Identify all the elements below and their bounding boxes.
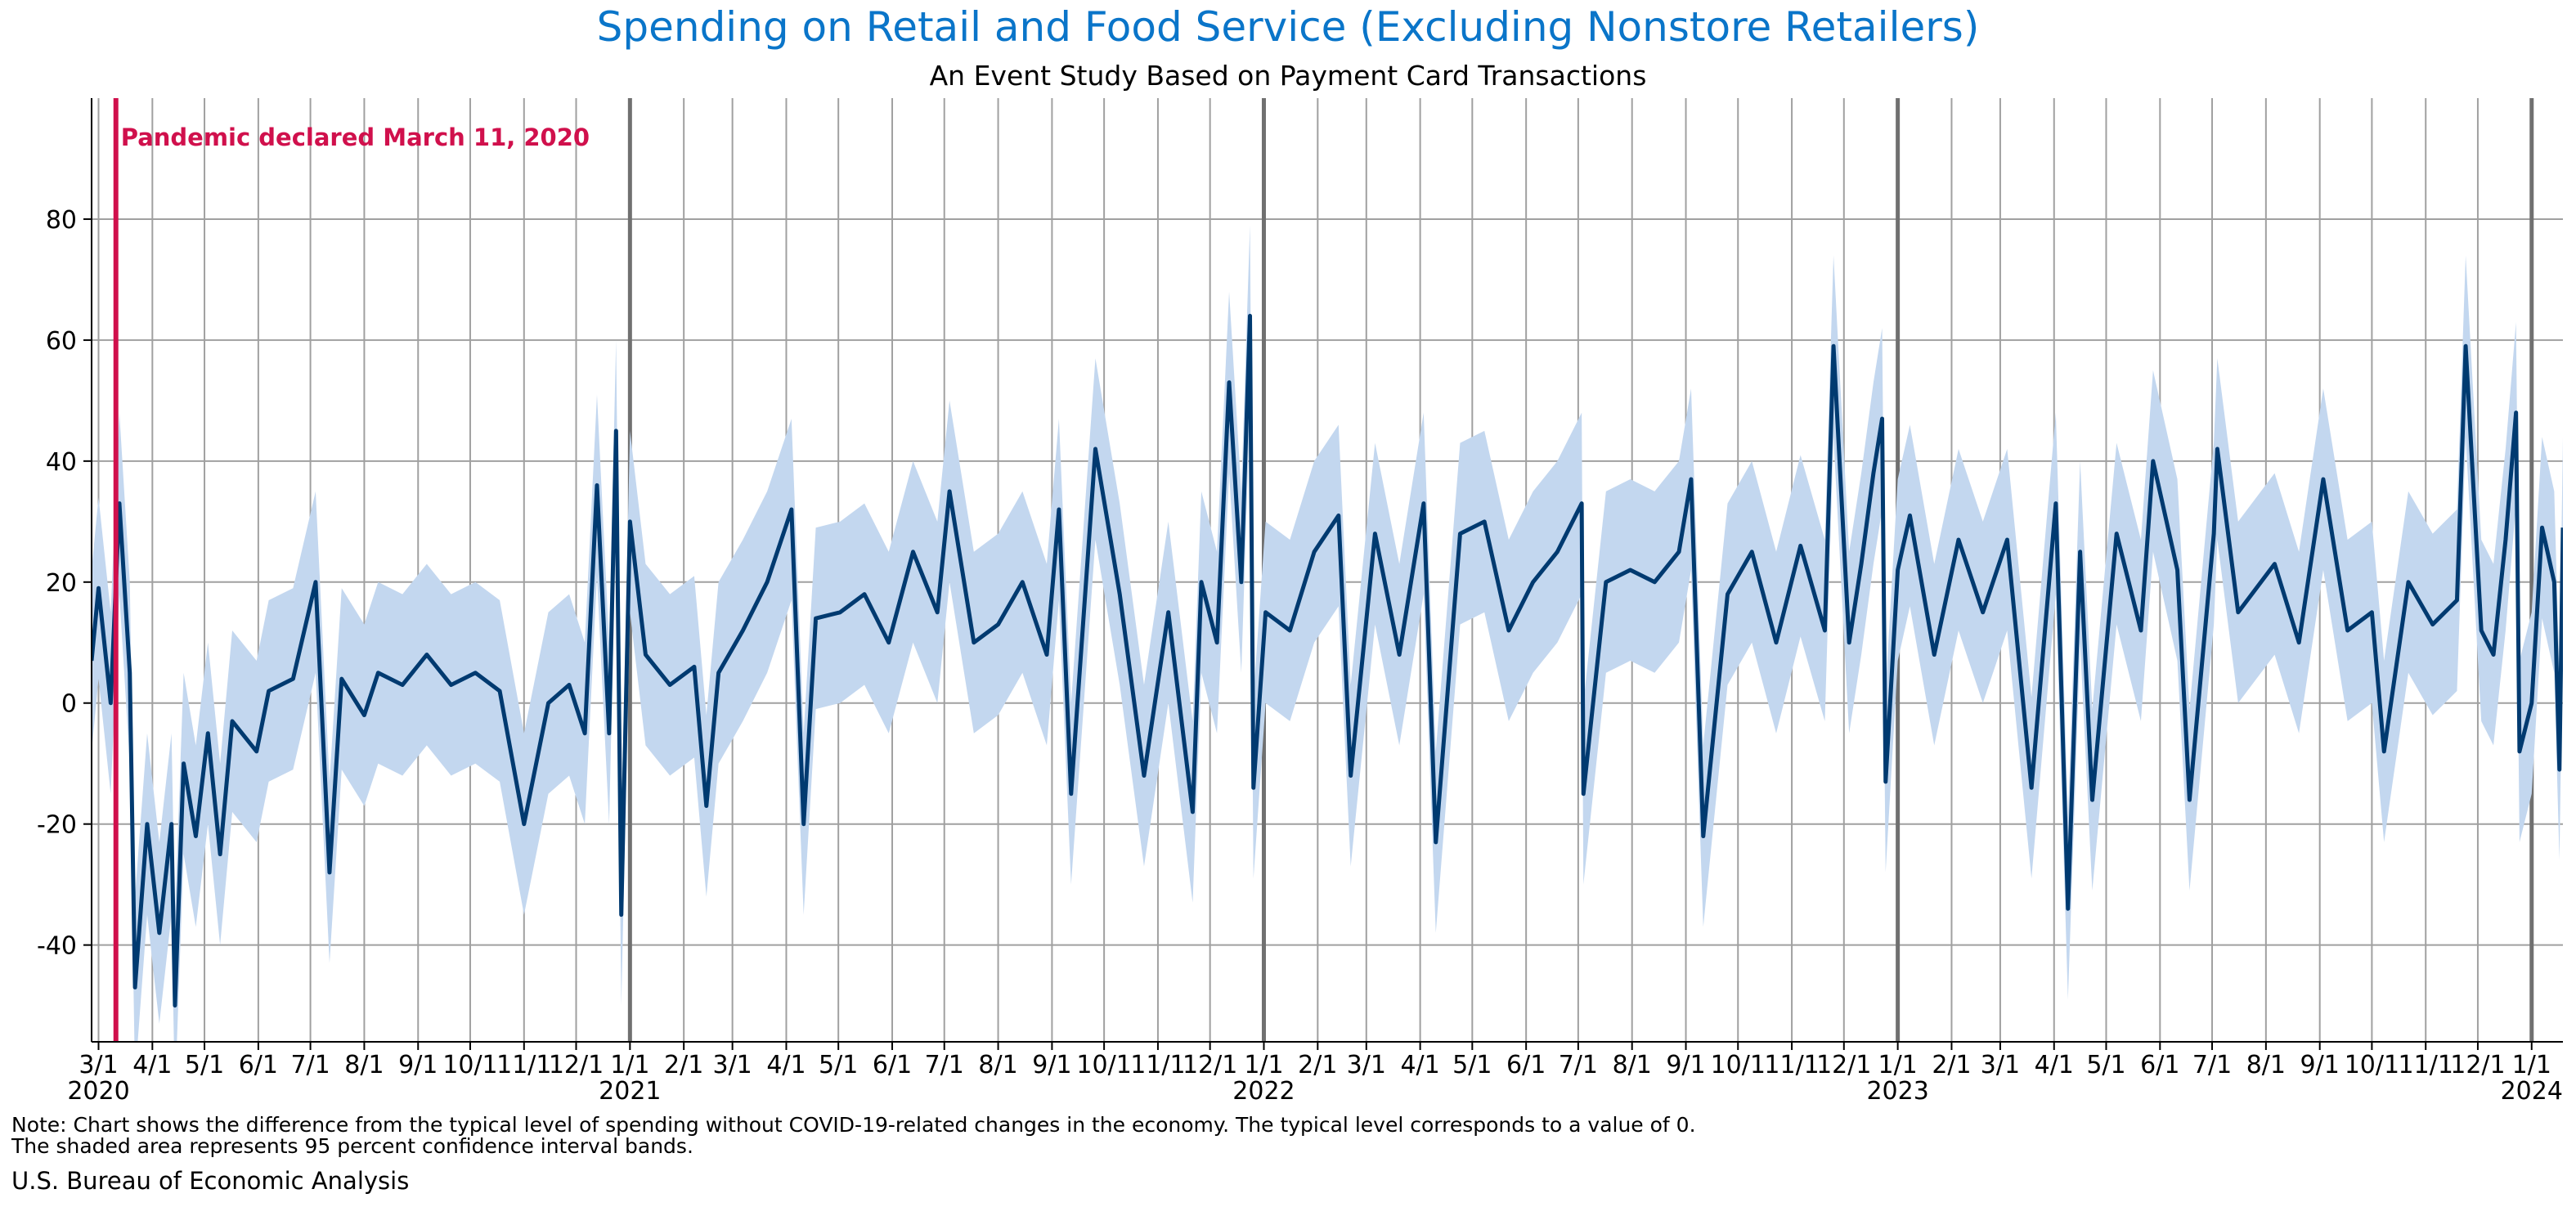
chart-subtitle: An Event Study Based on Payment Card Tra… <box>930 60 1647 92</box>
x-tick-label: 10/1 <box>442 1051 497 1079</box>
y-tick-label: 40 <box>46 448 77 477</box>
x-tick-label: 11/1 <box>1764 1051 1819 1079</box>
x-tick-label: 7/1 <box>1559 1051 1598 1079</box>
x-tick-label: 7/1 <box>2192 1051 2232 1079</box>
x-tick-label: 6/1 <box>2140 1051 2179 1079</box>
plot-area <box>92 225 2563 1042</box>
x-tick-label: 2/1 <box>1298 1051 1337 1079</box>
x-tick-label: 3/1 <box>1347 1051 1386 1079</box>
x-tick-label: 4/1 <box>1400 1051 1439 1079</box>
x-tick-label: 8/1 <box>1613 1051 1652 1079</box>
x-tick-label: 11/1 <box>496 1051 551 1079</box>
x-tick-label: 7/1 <box>290 1051 330 1079</box>
x-tick-label: 5/1 <box>819 1051 858 1079</box>
x-tick-label: 2/1 <box>1932 1051 1971 1079</box>
y-tick-label: 20 <box>46 569 77 598</box>
x-tick-label: 3/1 <box>712 1051 752 1079</box>
x-tick-label: 9/1 <box>398 1051 438 1079</box>
x-tick-label: 8/1 <box>2246 1051 2286 1079</box>
y-tick-label: -20 <box>37 811 77 840</box>
x-tick-label: 1/1 <box>1878 1051 1917 1079</box>
x-tick-label: 12/1 <box>1183 1051 1237 1079</box>
x-tick-label: 4/1 <box>766 1051 806 1079</box>
x-tick-label: 6/1 <box>873 1051 912 1079</box>
x-tick-label: 10/1 <box>2345 1051 2399 1079</box>
x-tick-label: 4/1 <box>132 1051 172 1079</box>
x-major-label: 2024 <box>2501 1077 2563 1106</box>
chart-title: Spending on Retail and Food Service (Exc… <box>597 3 1980 51</box>
x-tick-label: 9/1 <box>1032 1051 1071 1079</box>
x-tick-label: 10/1 <box>1076 1051 1131 1079</box>
x-tick-label: 5/1 <box>1452 1051 1492 1079</box>
x-tick-label: 2/1 <box>664 1051 703 1079</box>
x-tick-label: 1/1 <box>2512 1051 2551 1079</box>
x-tick-label: 5/1 <box>2086 1051 2125 1079</box>
x-tick-label: 4/1 <box>2035 1051 2074 1079</box>
note: Note: Chart shows the difference from th… <box>11 1113 1696 1137</box>
x-major-label: 2020 <box>67 1077 129 1106</box>
x-major-label: 2023 <box>1866 1077 1928 1106</box>
event-label: Pandemic declared March 11, 2020 <box>121 123 590 151</box>
y-tick-label: 60 <box>46 327 77 356</box>
x-tick-label: 6/1 <box>239 1051 278 1079</box>
x-tick-label: 12/1 <box>2450 1051 2505 1079</box>
x-tick-label: 6/1 <box>1506 1051 1546 1079</box>
x-major-label: 2022 <box>1232 1077 1295 1106</box>
x-tick-label: 7/1 <box>925 1051 964 1079</box>
x-tick-label: 12/1 <box>549 1051 604 1079</box>
x-tick-label: 5/1 <box>185 1051 224 1079</box>
source: U.S. Bureau of Economic Analysis <box>11 1167 409 1195</box>
x-tick-label: 8/1 <box>344 1051 384 1079</box>
x-tick-label: 9/1 <box>2300 1051 2340 1079</box>
y-tick-label: 80 <box>46 206 77 235</box>
x-tick-label: 1/1 <box>610 1051 649 1079</box>
x-tick-label: 10/1 <box>1711 1051 1766 1079</box>
note: The shaded area represents 95 percent co… <box>11 1134 693 1158</box>
y-tick-label: -40 <box>37 932 77 961</box>
x-tick-label: 8/1 <box>978 1051 1017 1079</box>
series-line <box>92 313 2563 1008</box>
x-major-label: 2021 <box>599 1077 661 1106</box>
y-tick-label: 0 <box>61 690 77 719</box>
x-tick-label: 1/1 <box>1244 1051 1283 1079</box>
x-tick-label: 3/1 <box>1981 1051 2020 1079</box>
x-tick-label: 9/1 <box>1666 1051 1705 1079</box>
confidence-band <box>92 225 2563 1042</box>
x-tick-label: 3/1 <box>79 1051 118 1079</box>
x-tick-label: 11/1 <box>1130 1051 1185 1079</box>
x-tick-label: 12/1 <box>1816 1051 1871 1079</box>
x-tick-label: 11/1 <box>2399 1051 2453 1079</box>
